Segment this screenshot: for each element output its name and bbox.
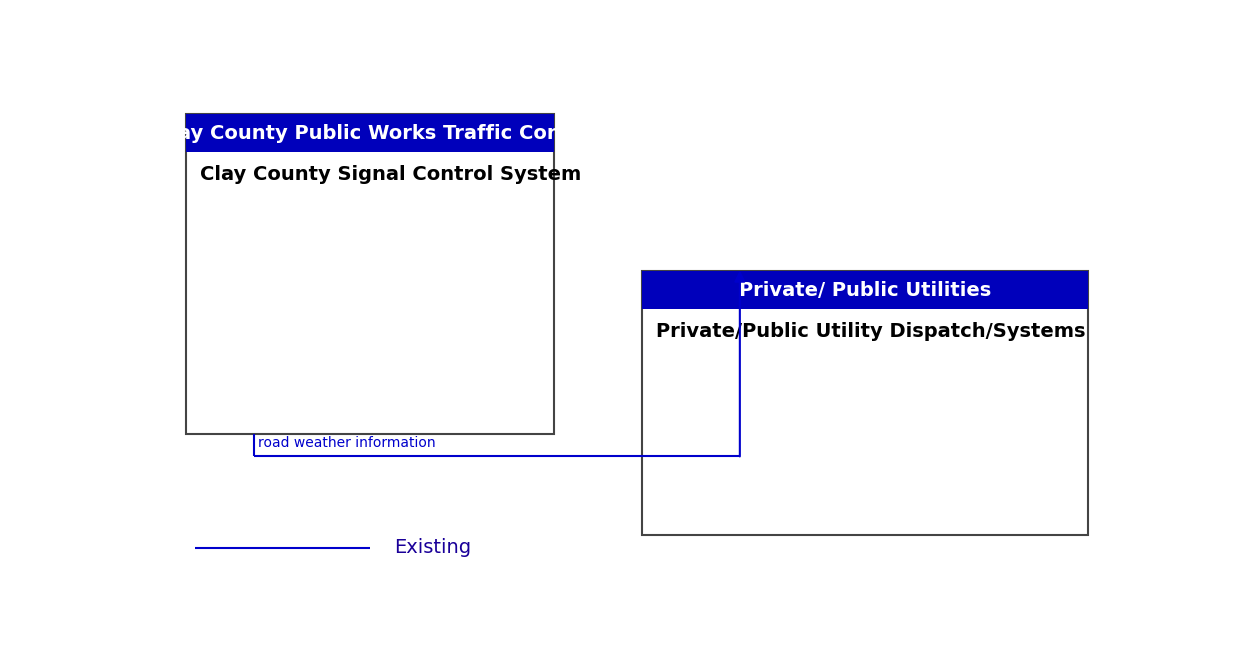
- Text: Clay County Signal Control System: Clay County Signal Control System: [200, 165, 581, 184]
- Text: Clay County Public Works Traffic Con...: Clay County Public Works Traffic Con...: [156, 124, 583, 143]
- Bar: [641, 272, 1088, 535]
- Bar: [185, 114, 555, 434]
- Text: Private/Public Utility Dispatch/Systems: Private/Public Utility Dispatch/Systems: [656, 322, 1085, 341]
- Text: Private/ Public Utilities: Private/ Public Utilities: [739, 281, 990, 300]
- Text: road weather information: road weather information: [258, 436, 436, 450]
- Bar: [641, 272, 1088, 309]
- Bar: [185, 114, 555, 153]
- Text: Existing: Existing: [394, 538, 471, 557]
